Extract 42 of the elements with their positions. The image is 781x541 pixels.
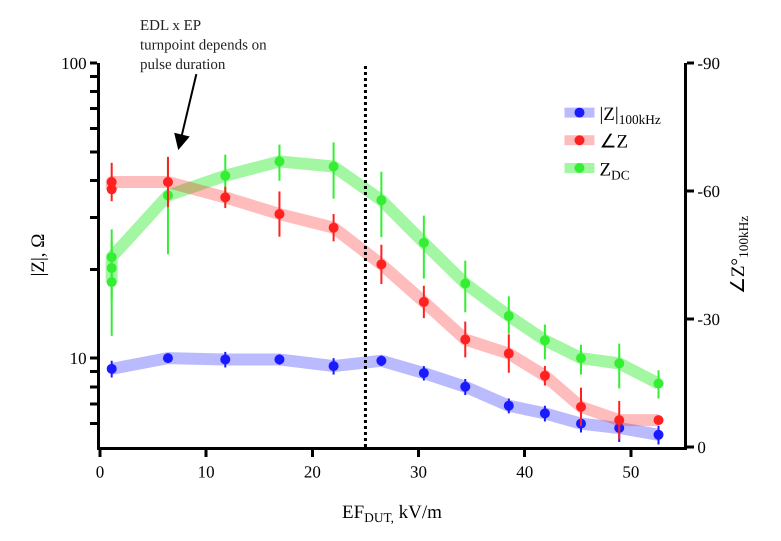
point [504, 310, 514, 321]
point [654, 378, 664, 389]
legend-label: |Z|$_{100kHz}$ [599, 104, 661, 127]
x-tick-label: 50 [622, 462, 640, 482]
point [460, 382, 470, 392]
x-axis-title: EF$_{DUT,}$ kV/m [342, 502, 442, 526]
x-tick-label: 10 [198, 462, 215, 482]
point [274, 354, 284, 364]
point [162, 353, 173, 364]
legend-label: ∠Z [599, 132, 628, 153]
point [504, 400, 514, 411]
point [540, 335, 550, 346]
point [376, 195, 386, 206]
point [328, 162, 339, 172]
point [460, 278, 470, 289]
y-tick-label: 100 [61, 54, 87, 73]
point [106, 263, 117, 274]
x-tick-label: 40 [516, 462, 534, 482]
point [418, 238, 429, 248]
y2-tick-label: 0 [697, 438, 706, 457]
point [328, 361, 339, 372]
y-axis-title: |Z|, Ω [28, 234, 49, 276]
point [106, 277, 117, 288]
point [106, 252, 117, 262]
y2-tick-label: -60 [697, 182, 720, 201]
y2-tick-label: -30 [697, 310, 720, 329]
point [106, 364, 117, 374]
y2-tick-label: -90 [697, 54, 720, 73]
point [540, 408, 550, 418]
point [220, 354, 230, 364]
x-tick-label: 30 [410, 462, 428, 482]
legend-label: Z$_{DC}$ [599, 159, 630, 182]
point [576, 353, 586, 364]
point [376, 356, 386, 366]
point [614, 358, 624, 368]
x-tick-label: 0 [96, 462, 104, 482]
point [220, 170, 230, 181]
point [654, 430, 664, 440]
annotation: EDL x EP turnpoint depends on pulse duration [140, 18, 268, 73]
x-tick-label: 20 [304, 462, 321, 482]
point [418, 368, 429, 378]
point [274, 156, 284, 166]
